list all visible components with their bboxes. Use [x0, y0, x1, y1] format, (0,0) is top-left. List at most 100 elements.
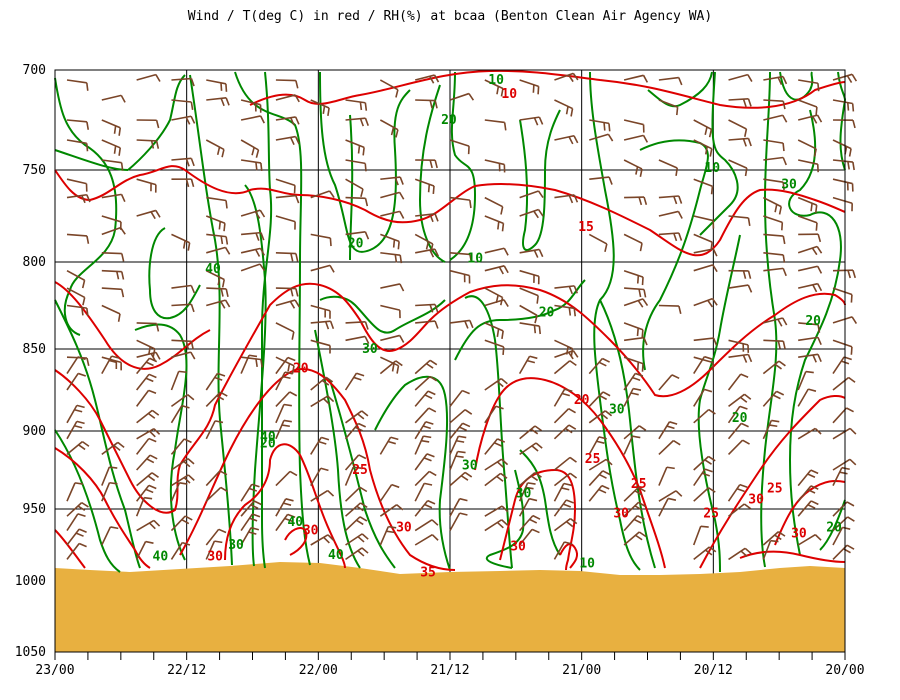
wind-barb-staff [797, 533, 816, 546]
wind-barb-staff [379, 504, 398, 517]
wind-barb-staff [763, 252, 784, 256]
wind-barb-staff [763, 75, 784, 81]
wind-barb [379, 360, 403, 375]
wind-barb-feather [774, 363, 782, 370]
x-axis: 23/00 22/12 22/00 21/12 21/00 20/12 20/00 [35, 652, 865, 678]
wind-barb-staff [240, 263, 261, 272]
wind-barb [798, 159, 819, 173]
wind-barb-staff [345, 178, 364, 190]
y-tick-label: 1000 [15, 574, 46, 589]
wind-barb-staff [345, 502, 362, 517]
wind-barb-staff [449, 435, 460, 455]
wind-barb-staff [310, 304, 331, 312]
wind-barb-feather [847, 270, 852, 279]
wind-barb-feather [321, 436, 330, 441]
wind-barb [206, 79, 228, 92]
wind-barb-staff [484, 119, 505, 124]
wind-barb-feather [248, 354, 258, 358]
wind-barb-staff [275, 252, 296, 255]
wind-barb-staff [763, 215, 783, 224]
wind-barb-feather [538, 249, 544, 258]
wind-barb-feather [155, 120, 160, 129]
wind-barb [101, 215, 122, 230]
wind-barb-feather [496, 380, 504, 388]
wind-barb-staff [345, 335, 366, 342]
wind-barb [797, 215, 818, 231]
wind-barb-staff [344, 422, 360, 440]
wind-barb-feather [185, 158, 190, 167]
wind-barb [519, 514, 541, 532]
wind-barb [275, 116, 300, 126]
wind-barb-staff [693, 356, 706, 375]
wind-barb-staff [519, 515, 534, 532]
wind-barb-feather [637, 514, 645, 520]
wind-barb-feather [117, 313, 121, 322]
wind-barb-feather [181, 404, 190, 409]
wind-barb [519, 116, 544, 126]
wind-barb [380, 252, 403, 264]
wind-barb-feather [429, 249, 435, 258]
wind-barb-feather [390, 127, 395, 136]
wind-barb [693, 487, 716, 502]
wind-barb [171, 115, 196, 125]
wind-barb [553, 456, 577, 471]
wind-barb-staff [414, 534, 433, 546]
rh-contour-label: 20 [441, 113, 457, 128]
wind-barb [414, 359, 438, 375]
wind-barb-feather [113, 125, 117, 134]
wind-barb [832, 269, 857, 279]
wind-barb-staff [623, 372, 636, 391]
wind-barb-feather [428, 407, 437, 413]
rh-contour-label: 20 [805, 314, 821, 329]
wind-barb-staff [693, 264, 714, 272]
wind-barb [205, 528, 227, 546]
wind-barb-feather [495, 405, 504, 410]
wind-barb-feather [852, 119, 856, 129]
wind-barb-feather [537, 190, 544, 199]
wind-barb-feather [742, 354, 748, 363]
wind-barb-feather [817, 233, 822, 243]
wind-barb-staff [240, 483, 253, 502]
wind-barb [240, 139, 260, 158]
wind-barb [797, 427, 822, 440]
rh-contour-label: 10 [579, 557, 595, 572]
wind-barb-feather [111, 355, 120, 359]
wind-barb [170, 404, 190, 424]
wind-barb-staff [554, 99, 573, 110]
wind-barb-feather [190, 285, 196, 294]
wind-barb [449, 92, 475, 101]
wind-barb-feather [357, 413, 365, 420]
wind-barb-staff [554, 349, 574, 358]
wind-barb-staff [275, 470, 291, 487]
wind-barb [797, 388, 817, 407]
wind-barb [170, 438, 192, 455]
wind-barb-feather [109, 466, 118, 469]
wind-barb [414, 407, 437, 424]
wind-barb [101, 441, 125, 456]
wind-barb-feather [427, 390, 436, 396]
wind-barb-feather [848, 376, 856, 383]
wind-barb [240, 209, 266, 219]
wind-barb-feather [75, 532, 84, 537]
wind-barb-staff [240, 115, 261, 121]
wind-barb-feather [429, 100, 433, 109]
wind-barb-feather [849, 458, 857, 466]
wind-barb-feather [254, 211, 261, 219]
wind-barb [519, 269, 540, 285]
wind-barb-feather [852, 270, 857, 279]
wind-barb [832, 376, 856, 391]
wind-barb-feather [469, 200, 472, 209]
wind-barb [345, 547, 369, 561]
wind-barb [205, 269, 226, 288]
wind-barb [275, 94, 300, 103]
wind-barb-feather [781, 222, 784, 231]
wind-barb-feather [634, 505, 643, 511]
wind-barb-feather [429, 214, 434, 223]
wind-barb-feather [526, 359, 536, 364]
wind-barb [206, 233, 229, 245]
wind-barb [415, 213, 439, 223]
wind-barb-feather [146, 458, 155, 464]
wind-barb-feather [672, 439, 681, 446]
wind-barb-staff [519, 287, 539, 297]
wind-barb-staff [136, 427, 155, 440]
